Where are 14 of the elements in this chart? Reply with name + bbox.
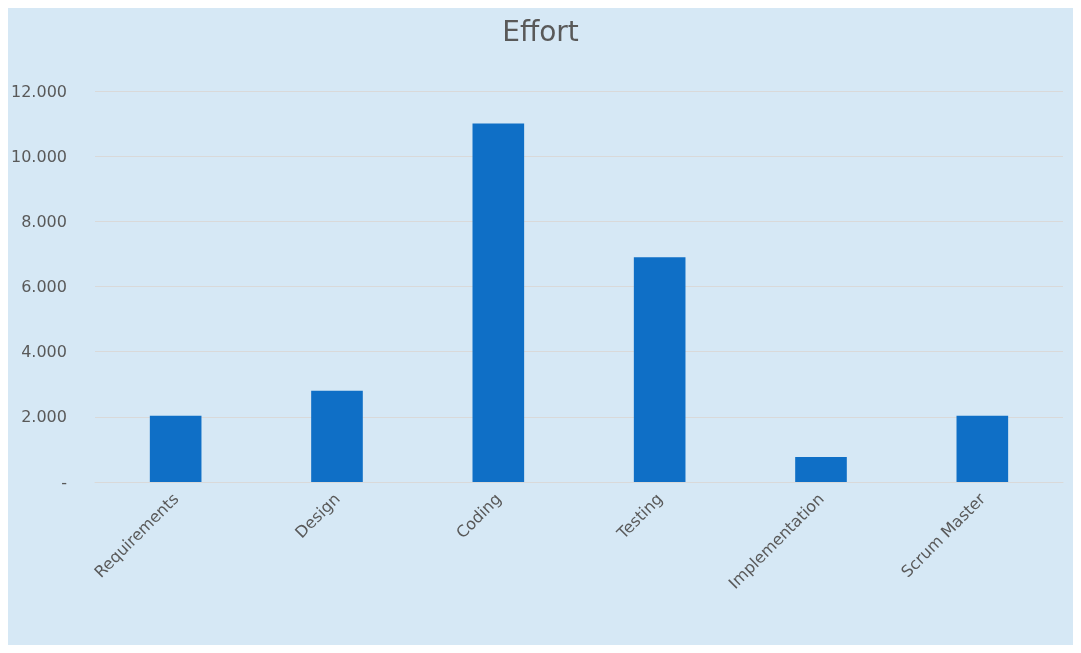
bar: [149, 415, 202, 482]
bar: [633, 257, 686, 482]
bar: [311, 390, 363, 482]
y-tick-label: 6.000: [21, 277, 67, 296]
y-tick-label: 10.000: [11, 146, 67, 166]
y-tick-label: 12.000: [11, 81, 67, 101]
bar: [472, 123, 525, 482]
y-tick-label: 8.000: [21, 211, 67, 231]
chart-title: Effort: [502, 14, 579, 48]
bar: [795, 456, 847, 482]
y-tick-label: 2.000: [21, 407, 67, 427]
bar: [956, 415, 1009, 482]
y-tick-label: -: [61, 472, 67, 492]
y-tick-label: 4.000: [21, 342, 67, 362]
